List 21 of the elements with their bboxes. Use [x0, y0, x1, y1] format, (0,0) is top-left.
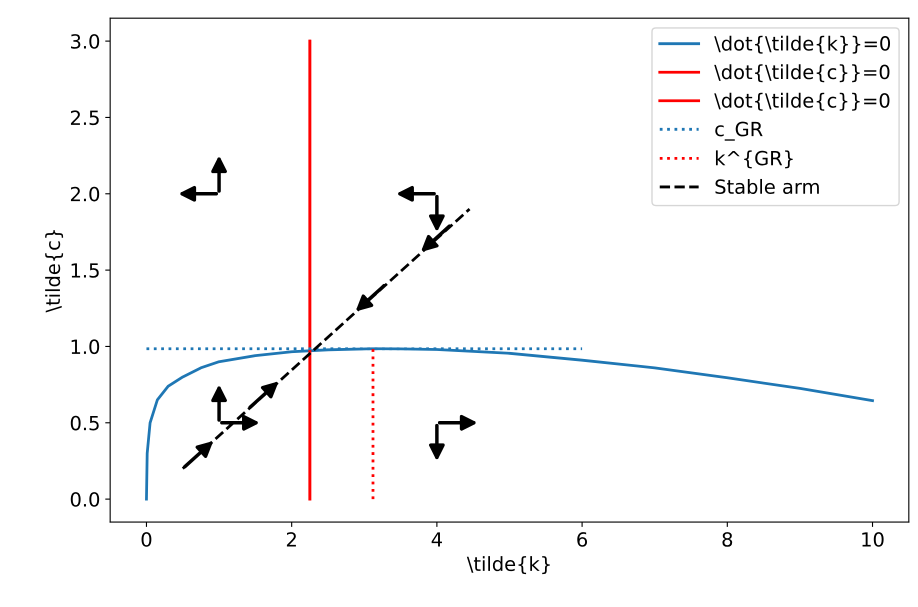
y-tick-label: 0.0 — [70, 492, 100, 507]
legend-label: k^{GR} — [716, 150, 793, 168]
legend-label: c_GR — [715, 122, 763, 141]
y-tick-label: 2.0 — [70, 186, 100, 202]
legend-label: \dot{\tilde{c}}=0 — [714, 64, 890, 82]
y-tick-label: 2.5 — [70, 110, 99, 126]
y-tick-label: 3.0 — [71, 34, 100, 49]
legend-label: \dot{\tilde{c}}=0 — [714, 92, 890, 111]
y-tick-label: 1.0 — [72, 339, 100, 354]
y-axis-title: \tilde{c} — [45, 230, 64, 312]
x-axis-title: \tilde{k} — [466, 556, 550, 574]
y-tick-label: 0.5 — [70, 416, 99, 430]
x-tick-label: 6 — [577, 532, 588, 547]
y-tick-label: 1.5 — [72, 263, 99, 278]
x-tick-label: 2 — [286, 532, 296, 547]
x-tick-label: 10 — [862, 532, 884, 547]
x-tick-label: 4 — [432, 532, 442, 547]
legend-label: \dot{\tilde{k}}=0 — [714, 36, 890, 54]
legend-label: Stable arm — [715, 178, 819, 194]
x-tick-label: 8 — [722, 532, 732, 547]
x-tick-label: 0 — [142, 532, 152, 547]
